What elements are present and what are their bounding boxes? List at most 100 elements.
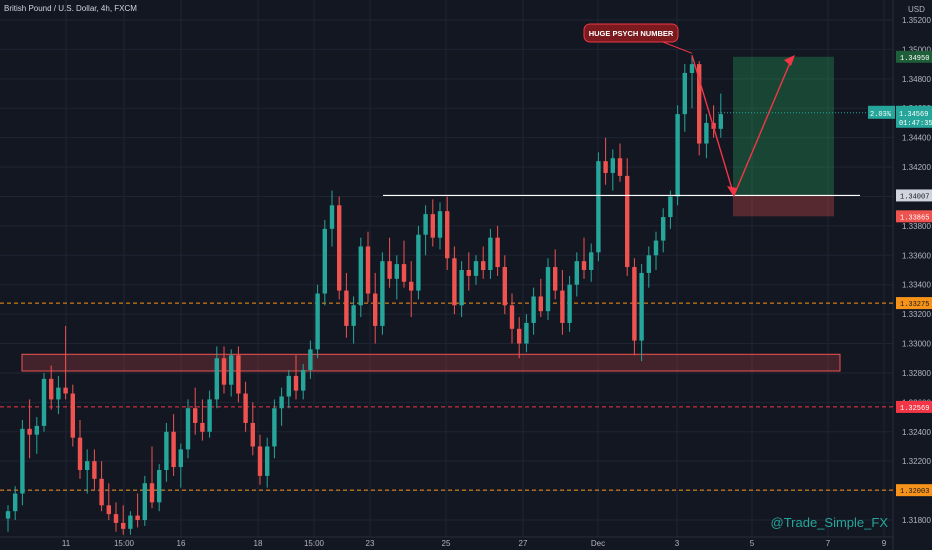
candle-body[interactable]: [689, 64, 695, 73]
candle-body[interactable]: [113, 514, 119, 523]
candle-body[interactable]: [5, 511, 11, 519]
candle-body[interactable]: [70, 393, 75, 438]
candle-body[interactable]: [488, 237, 493, 270]
candle-body[interactable]: [632, 267, 637, 341]
candle-body[interactable]: [452, 258, 457, 306]
candle-body[interactable]: [610, 158, 615, 173]
candle-body[interactable]: [41, 378, 47, 426]
candle-body[interactable]: [13, 493, 18, 512]
candle-body[interactable]: [495, 237, 500, 268]
candle-body[interactable]: [704, 122, 709, 144]
candle-body[interactable]: [293, 375, 299, 391]
candle-body[interactable]: [286, 375, 291, 397]
candle-body[interactable]: [315, 293, 320, 350]
candle-body[interactable]: [63, 387, 68, 394]
candle-body[interactable]: [668, 196, 673, 218]
candle-body[interactable]: [265, 446, 270, 476]
candle-body[interactable]: [207, 399, 212, 432]
candle-body[interactable]: [236, 355, 241, 394]
candle-body[interactable]: [502, 267, 507, 306]
candle-body[interactable]: [99, 478, 104, 506]
candle-body[interactable]: [394, 264, 399, 279]
candle-body[interactable]: [437, 211, 443, 238]
candle-body[interactable]: [560, 290, 565, 323]
candle-body[interactable]: [85, 461, 90, 470]
candle-body[interactable]: [322, 228, 327, 294]
candle-body[interactable]: [92, 461, 97, 479]
candle-body[interactable]: [481, 261, 486, 270]
candle-body[interactable]: [517, 328, 522, 344]
candle-body[interactable]: [27, 428, 32, 435]
candle-body[interactable]: [272, 408, 277, 447]
candle-body[interactable]: [646, 255, 651, 273]
candle-body[interactable]: [387, 261, 392, 279]
candle-body[interactable]: [430, 214, 435, 238]
candle-body[interactable]: [49, 378, 54, 400]
candle-body[interactable]: [603, 161, 608, 173]
candle-body[interactable]: [308, 349, 313, 370]
candle-body[interactable]: [351, 305, 356, 326]
candle-body[interactable]: [675, 114, 680, 197]
candle-body[interactable]: [682, 72, 687, 115]
candle-body[interactable]: [121, 522, 126, 529]
candle-body[interactable]: [279, 396, 284, 409]
candle-body[interactable]: [718, 114, 723, 129]
candle-body[interactable]: [574, 261, 579, 285]
candle-body[interactable]: [373, 293, 378, 326]
candle-body[interactable]: [538, 296, 543, 312]
candle-body[interactable]: [257, 446, 263, 476]
candle-body[interactable]: [34, 425, 39, 435]
candle-body[interactable]: [445, 211, 450, 259]
candle-body[interactable]: [596, 161, 601, 253]
candle-body[interactable]: [128, 515, 133, 529]
candle-body[interactable]: [653, 240, 659, 256]
candle-body[interactable]: [697, 64, 702, 144]
candle-body[interactable]: [337, 205, 342, 291]
candle-body[interactable]: [509, 305, 515, 329]
support-zone-box[interactable]: [21, 353, 841, 372]
candle-body[interactable]: [423, 214, 428, 235]
candle-body[interactable]: [380, 261, 385, 326]
candle-body[interactable]: [135, 515, 140, 520]
candle-body[interactable]: [473, 261, 479, 276]
candle-body[interactable]: [545, 267, 551, 312]
candle-body[interactable]: [358, 246, 363, 306]
candle-body[interactable]: [229, 355, 234, 385]
candle-body[interactable]: [466, 270, 471, 276]
candle-body[interactable]: [567, 284, 572, 323]
candle-body[interactable]: [401, 264, 407, 282]
candle-body[interactable]: [459, 270, 464, 306]
candle-body[interactable]: [365, 246, 371, 294]
loss-zone[interactable]: [733, 195, 834, 217]
callout-box[interactable]: [583, 23, 679, 43]
candle-body[interactable]: [589, 252, 594, 270]
candle-body[interactable]: [639, 272, 644, 341]
candle-body[interactable]: [193, 408, 198, 423]
candle-body[interactable]: [178, 449, 183, 468]
candle-body[interactable]: [250, 422, 255, 447]
candle-body[interactable]: [164, 431, 169, 470]
candle-body[interactable]: [200, 422, 205, 432]
candle-body[interactable]: [409, 281, 414, 291]
candle-body[interactable]: [617, 158, 623, 176]
candle-body[interactable]: [581, 261, 587, 270]
candle-body[interactable]: [301, 370, 306, 391]
candle-body[interactable]: [625, 175, 630, 268]
candle-body[interactable]: [185, 408, 191, 450]
candle-body[interactable]: [329, 205, 335, 229]
candle-body[interactable]: [524, 322, 529, 344]
candle-body[interactable]: [142, 483, 147, 520]
candle-body[interactable]: [214, 358, 219, 400]
candle-body[interactable]: [20, 428, 25, 494]
candle-body[interactable]: [243, 393, 248, 423]
candle-body[interactable]: [77, 437, 83, 470]
candle-body[interactable]: [553, 267, 558, 291]
candle-body[interactable]: [416, 234, 421, 291]
candle-body[interactable]: [56, 387, 61, 400]
candle-body[interactable]: [149, 483, 155, 503]
candle-body[interactable]: [661, 217, 666, 241]
candle-body[interactable]: [344, 290, 349, 326]
candle-body[interactable]: [221, 358, 227, 385]
candle-body[interactable]: [157, 470, 162, 503]
